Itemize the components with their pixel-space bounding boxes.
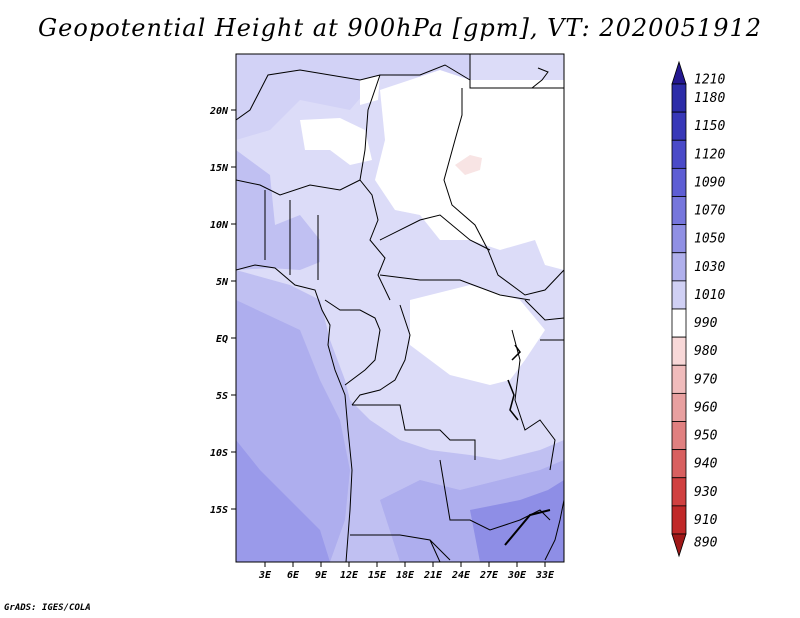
colorbar-swatch [671, 252, 687, 282]
lat-label: 10S [210, 448, 228, 459]
colorbar-label: 1030 [694, 260, 725, 275]
colorbar-label: 1150 [694, 119, 725, 134]
colorbar-swatch [671, 83, 687, 113]
map-frame [235, 53, 565, 563]
lon-label: 24E [451, 570, 471, 581]
lon-label: 30E [507, 570, 527, 581]
lon-label: 12E [340, 570, 359, 581]
colorbar-label: 970 [694, 372, 718, 387]
lat-label: 20N [209, 106, 229, 117]
lon-label: 9E [315, 570, 328, 581]
colorbar-label: 1120 [694, 147, 725, 162]
border-sudan-chad [443, 88, 564, 296]
border-car-south [379, 274, 531, 301]
colorbar-swatch [671, 196, 687, 226]
colorbar-swatch [671, 364, 687, 394]
field-white-sahara [300, 118, 372, 165]
height-field [236, 54, 564, 562]
lon-label: 15E [368, 570, 387, 581]
colorbar-swatch [671, 421, 687, 451]
colorbar-label: 950 [694, 429, 718, 444]
great-lakes [507, 344, 521, 421]
field-990-patch [455, 155, 482, 175]
lon-label: 27E [479, 570, 499, 581]
colorbar-label: 1210 [694, 72, 725, 87]
colorbar-label: 1010 [694, 288, 725, 303]
colorbar-label: 940 [694, 457, 718, 472]
colorbar-label: 890 [694, 536, 718, 551]
lat-label: 15S [210, 505, 228, 516]
colorbar-swatch [671, 308, 687, 338]
lat-label: EQ [216, 334, 228, 345]
colorbar-swatch [671, 477, 687, 507]
colorbar-label: 990 [694, 316, 718, 331]
colorbar-swatch [671, 167, 687, 197]
field-white-congo [410, 285, 545, 385]
grads-credit: GrADS: IGES/COLA [4, 603, 91, 613]
border-mali [236, 179, 361, 196]
field-1070-sw [236, 440, 330, 562]
lon-label: 6E [287, 570, 300, 581]
lon-label: 3E [258, 570, 272, 581]
colorbar-swatch [671, 280, 687, 310]
border-car-north [379, 214, 491, 251]
colorbar-label: 910 [694, 513, 718, 528]
colorbar-label: 930 [694, 485, 718, 500]
border-chad-niger [359, 74, 391, 301]
coastline [236, 264, 353, 562]
lake-malawi [504, 509, 551, 546]
colorbar-swatch [671, 139, 687, 169]
colorbar-swatch [671, 505, 687, 535]
colorbar-swatch [671, 392, 687, 422]
border-coastal-states [264, 190, 319, 280]
lat-label: 5N [216, 277, 229, 288]
lat-axis: 20N 15N 10N 5N EQ 5S 10S 15S [209, 106, 236, 516]
field-west-africa [236, 150, 320, 270]
colorbar-swatch [671, 533, 687, 558]
colorbar-label: 1070 [694, 204, 725, 219]
sinai-coast [531, 67, 549, 89]
border-gabon-congo [324, 299, 381, 386]
lat-label: 5S [216, 391, 228, 402]
colorbar-label: 1180 [694, 91, 725, 106]
colorbar-swatch [671, 60, 687, 85]
colorbar-label: 1090 [694, 175, 725, 190]
colorbar-label: 1050 [694, 232, 725, 247]
field-white-patch [360, 75, 380, 105]
border-uganda-kenya [524, 299, 564, 341]
border-east-africa [511, 329, 556, 471]
colorbar-swatch [671, 336, 687, 366]
border-namibia [350, 534, 451, 562]
lat-label: 10N [210, 220, 229, 231]
border-mozambique [544, 499, 564, 561]
lon-label: 18E [396, 570, 415, 581]
lon-label: 33E [535, 570, 555, 581]
colorbar-swatch [671, 449, 687, 479]
country-borders [236, 54, 564, 562]
colorbar-swatch [671, 111, 687, 141]
lon-axis: 3E 6E 9E 12E 15E 18E 21E 24E 27E 30E 33E [258, 562, 555, 581]
colorbar-swatch [671, 224, 687, 254]
colorbar: 1210 1180 1150 1120 1090 1070 1050 1030 1010 990 9… [671, 60, 725, 558]
border-angola [352, 404, 476, 460]
colorbar-label: 980 [694, 344, 718, 359]
chart-title: Geopotential Height at 900hPa [gpm], VT:… [38, 14, 762, 42]
border-drc-west [351, 304, 411, 406]
lat-label: 15N [210, 163, 229, 174]
border-zambia [439, 459, 551, 531]
colorbar-label: 960 [694, 400, 718, 415]
lon-label: 21E [423, 570, 443, 581]
border-north-1 [236, 64, 471, 121]
